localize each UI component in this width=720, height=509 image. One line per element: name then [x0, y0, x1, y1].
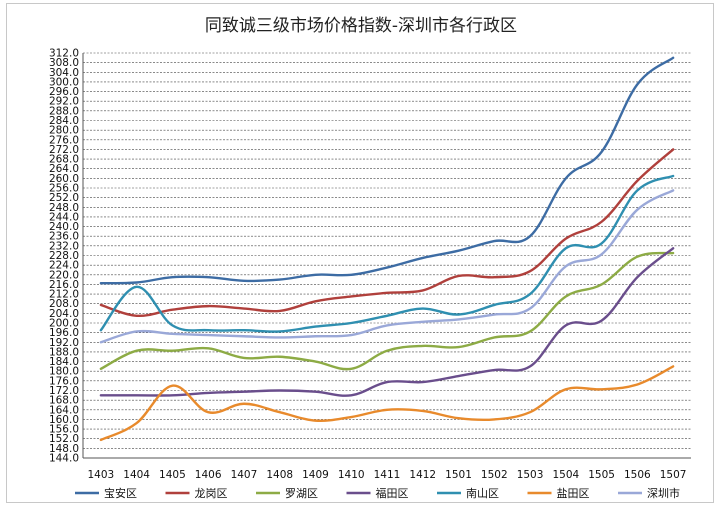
y-tick-label: 280.0 — [49, 125, 79, 137]
x-tick-label: 1506 — [624, 469, 651, 481]
y-tick-label: 284.0 — [49, 115, 79, 127]
y-tick-label: 164.0 — [49, 404, 79, 416]
y-tick-label: 152.0 — [49, 433, 79, 445]
y-tick-label: 268.0 — [49, 154, 79, 166]
y-tick-label: 296.0 — [49, 86, 79, 98]
series-line-6 — [99, 189, 675, 344]
y-tick-label: 308.0 — [49, 57, 79, 69]
x-tick-label: 1407 — [231, 469, 258, 481]
y-tick-label: 156.0 — [49, 424, 79, 436]
y-tick-label: 276.0 — [49, 134, 79, 146]
y-tick-label: 212.0 — [49, 289, 79, 301]
axes — [82, 53, 691, 459]
y-tick-label: 248.0 — [49, 202, 79, 214]
series-line-1 — [99, 148, 675, 318]
x-tick-label: 1408 — [266, 469, 293, 481]
line-chart: 同致诚三级市场价格指数-深圳市各行政区 144.0148.0152.0156.0… — [49, 16, 691, 500]
y-tick-label: 196.0 — [49, 327, 79, 339]
y-tick-label: 264.0 — [49, 163, 79, 175]
series-line-3 — [99, 247, 675, 397]
series-line-4 — [99, 174, 675, 333]
y-tick-label: 288.0 — [49, 105, 79, 117]
y-tick-label: 224.0 — [49, 260, 79, 272]
y-tick-label: 192.0 — [49, 337, 79, 349]
y-tick-label: 272.0 — [49, 144, 79, 156]
y-tick-label: 220.0 — [49, 269, 79, 281]
y-tick-label: 208.0 — [49, 298, 79, 310]
y-tick-label: 236.0 — [49, 231, 79, 243]
y-tick-label: 188.0 — [49, 346, 79, 358]
legend: 宝安区 龙岗区 罗湖区 福田区 南山区 盐田区 深圳市 — [75, 486, 680, 500]
y-tick-label: 180.0 — [49, 366, 79, 378]
x-tick-label: 1505 — [588, 469, 615, 481]
y-tick-label: 144.0 — [49, 453, 79, 465]
y-tick-label: 184.0 — [49, 356, 79, 368]
y-tick-label: 176.0 — [49, 375, 79, 387]
x-tick-label: 1405 — [159, 469, 186, 481]
x-tick-label: 1404 — [123, 469, 150, 481]
x-tick-label: 1504 — [552, 469, 579, 481]
legend-label: 福田区 — [376, 486, 409, 500]
x-tick-label: 1507 — [660, 469, 687, 481]
y-tick-label: 252.0 — [49, 192, 79, 204]
y-tick-label: 292.0 — [49, 96, 79, 108]
y-tick-label: 304.0 — [49, 67, 79, 79]
series-lines — [99, 56, 675, 442]
y-tick-label: 256.0 — [49, 183, 79, 195]
y-axis-ticks: 144.0148.0152.0156.0160.0164.0168.0172.0… — [49, 48, 79, 465]
y-tick-label: 160.0 — [49, 414, 79, 426]
legend-label: 罗湖区 — [285, 487, 318, 500]
legend-label: 盐田区 — [557, 487, 590, 500]
chart-frame: 同致诚三级市场价格指数-深圳市各行政区 144.0 148.0 152.0 156.0… — [6, 3, 714, 503]
x-tick-label: 1411 — [374, 469, 401, 481]
series-line-0 — [99, 56, 675, 285]
x-tick-label: 1409 — [302, 469, 329, 481]
y-tick-label: 232.0 — [49, 240, 79, 252]
legend-label: 深圳市 — [647, 486, 680, 500]
x-tick-label: 1501 — [445, 469, 472, 481]
legend-label: 南山区 — [466, 487, 499, 500]
x-tick-label: 1412 — [409, 469, 436, 481]
series-line-2 — [99, 251, 675, 371]
x-tick-label: 1403 — [88, 469, 115, 481]
legend-label: 龙岗区 — [195, 487, 228, 500]
y-tick-label: 148.0 — [49, 443, 79, 455]
y-tick-label: 216.0 — [49, 279, 79, 291]
y-tick-label: 300.0 — [49, 76, 79, 88]
y-tick-label: 312.0 — [49, 48, 79, 60]
x-tick-label: 1502 — [481, 469, 508, 481]
series-line-5 — [99, 365, 675, 442]
chart-title: 同致诚三级市场价格指数-深圳市各行政区 — [205, 16, 517, 36]
x-tick-label: 1406 — [195, 469, 222, 481]
x-tick-label: 1410 — [338, 469, 365, 481]
y-tick-label: 240.0 — [49, 221, 79, 233]
y-tick-label: 260.0 — [49, 173, 79, 185]
y-tick-label: 244.0 — [49, 211, 79, 223]
legend-label: 宝安区 — [104, 486, 137, 500]
x-tick-label: 1503 — [517, 469, 544, 481]
y-tick-label: 228.0 — [49, 250, 79, 262]
y-tick-label: 200.0 — [49, 318, 79, 330]
y-tick-label: 168.0 — [49, 395, 79, 407]
y-tick-label: 172.0 — [49, 385, 79, 397]
x-axis-ticks: 1403 1404 1405 1406 1407 1408 1409 1410 1411 1412… — [88, 469, 687, 481]
y-tick-label: 204.0 — [49, 308, 79, 320]
